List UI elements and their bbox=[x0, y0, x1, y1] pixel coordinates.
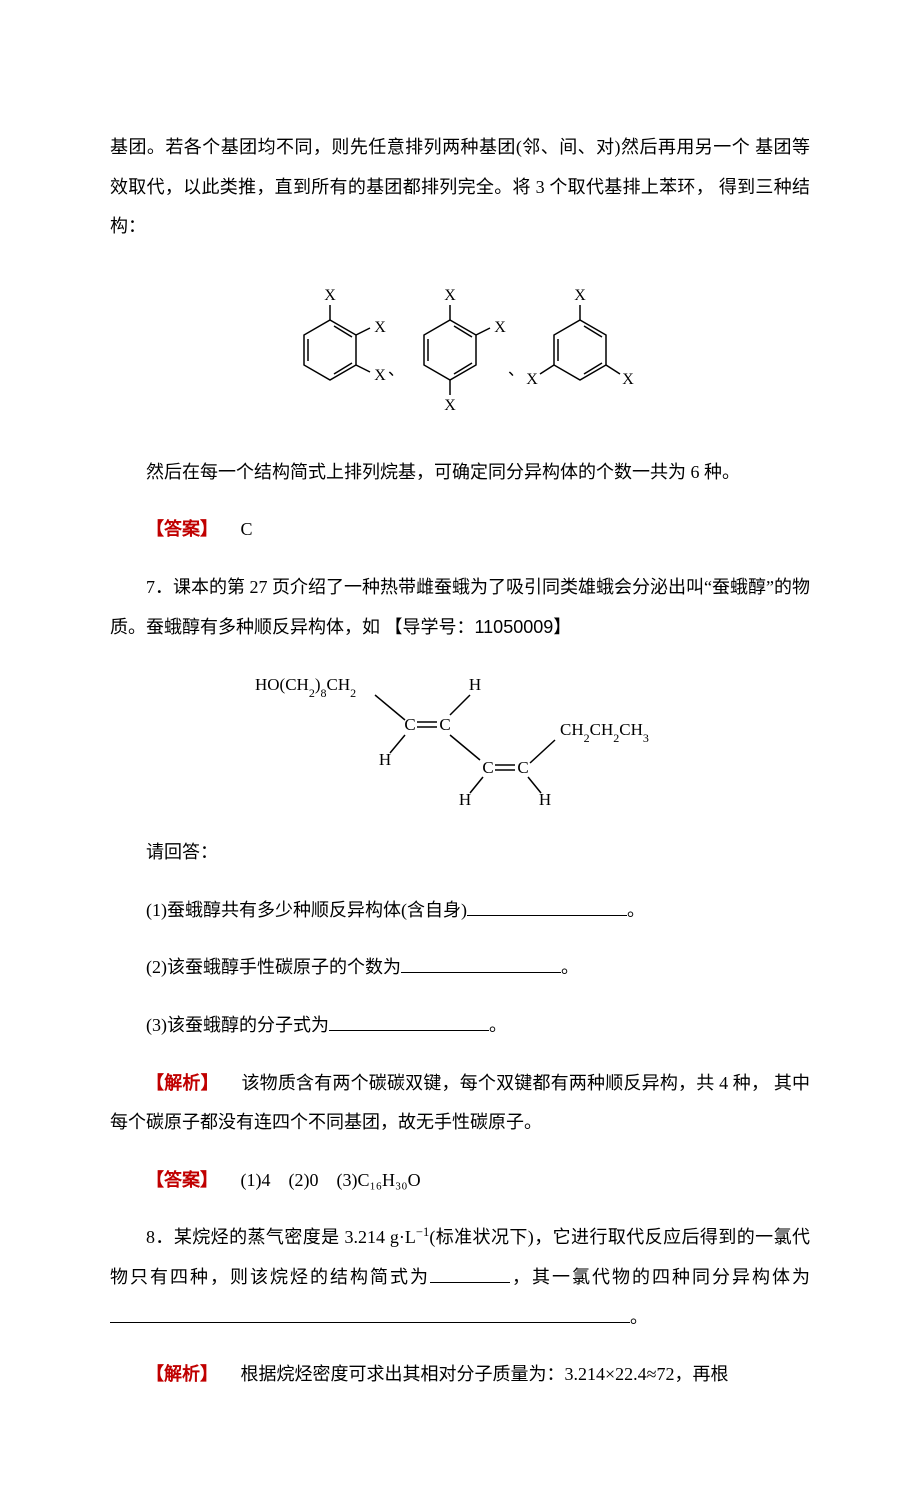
q7-sub3: (3)该蚕蛾醇的分子式为 。 bbox=[110, 1006, 810, 1046]
svg-text:C: C bbox=[482, 758, 493, 777]
svg-text:HO(CH2)8CH2: HO(CH2)8CH2 bbox=[255, 675, 356, 700]
q7-analysis: 【解析】 该物质含有两个碳碳双键，每个双键都有两种顺反异构，共 4 种， 其中每… bbox=[110, 1064, 810, 1143]
q7-number: 7． bbox=[146, 577, 173, 597]
q8-stem-sup: −1 bbox=[416, 1225, 429, 1239]
svg-text:C: C bbox=[439, 715, 450, 734]
svg-text:X: X bbox=[374, 319, 386, 336]
q7-stem-1: 课本的第 27 页介绍了一种热带雌蚕蛾为了吸引同类雄蛾会分泌出叫“蚕 bbox=[173, 577, 730, 597]
q7-sub3-suffix: 。 bbox=[489, 1015, 507, 1035]
q8-stem: 8．某烷烃的蒸气密度是 3.214 g·L−1(标准状况下)，它进行取代反应后得… bbox=[110, 1218, 810, 1337]
q6-benzene-diagram: X X X 、 X bbox=[110, 265, 810, 435]
svg-text:X: X bbox=[444, 287, 456, 304]
svg-text:C: C bbox=[404, 715, 415, 734]
q7-sub2-prefix: (2)该蚕蛾醇手性碳原子的个数为 bbox=[146, 957, 401, 977]
svg-text:X: X bbox=[324, 287, 336, 304]
svg-text:X: X bbox=[444, 397, 456, 414]
q8-stem-1a: 某烷烃的蒸气密度是 3.214 g·L bbox=[174, 1227, 416, 1247]
q8-stem-1b: (标准状况下)，它进行取代反应后得到 bbox=[429, 1227, 736, 1247]
svg-text:H: H bbox=[379, 750, 391, 769]
q6-continuation-paragraph: 基团。若各个基团均不同，则先任意排列两种基团(邻、间、对)然后再用另一个 基团等… bbox=[110, 128, 810, 247]
document-page: 基团。若各个基团均不同，则先任意排列两种基团(邻、间、对)然后再用另一个 基团等… bbox=[0, 0, 920, 1493]
q7-guide-tag: 【导学号：11050009】 bbox=[385, 617, 572, 637]
q7-answer-line: 【答案】 (1)4 (2)0 (3)C₁₆H₃₀O bbox=[110, 1161, 810, 1201]
q7-sub3-blank bbox=[329, 1012, 489, 1031]
q7-sub3-prefix: (3)该蚕蛾醇的分子式为 bbox=[146, 1015, 329, 1035]
diene-structure-svg: HO(CH2)8CH2 H C C H C C bbox=[245, 665, 675, 815]
q6-answer-line: 【答案】 C bbox=[110, 510, 810, 550]
q8-analysis: 【解析】 根据烷烃密度可求出其相对分子质量为：3.214×22.4≈72，再根 bbox=[110, 1355, 810, 1395]
q7-sub1-suffix: 。 bbox=[627, 900, 645, 920]
q7-prompt: 请回答： bbox=[110, 833, 810, 873]
analysis-label: 【解析】 bbox=[146, 1073, 219, 1093]
q6-after-diagram-text: 然后在每一个结构简式上排列烷基，可确定同分异构体的个数一共为 6 种。 bbox=[110, 453, 810, 493]
q7-diene-diagram: HO(CH2)8CH2 H C C H C C bbox=[110, 665, 810, 815]
svg-text:X: X bbox=[574, 287, 586, 304]
q8-blank2 bbox=[110, 1304, 630, 1323]
answer-label: 【答案】 bbox=[146, 519, 218, 539]
q7-sub2-suffix: 。 bbox=[561, 957, 579, 977]
q8-stem-3a: 异构体为 bbox=[732, 1267, 810, 1287]
benzene-structures-svg: X X X 、 X bbox=[280, 265, 640, 435]
q7-sub2-blank bbox=[401, 954, 561, 973]
svg-text:、: 、 bbox=[508, 362, 524, 379]
q8-stem-3b: 。 bbox=[630, 1307, 648, 1327]
svg-text:X: X bbox=[622, 371, 634, 388]
svg-text:H: H bbox=[469, 675, 481, 694]
q8-stem-2b: ，其一氯代物的四种同分 bbox=[510, 1267, 732, 1287]
svg-text:X: X bbox=[494, 319, 506, 336]
q6-answer-value: C bbox=[241, 519, 253, 539]
q7-sub2: (2)该蚕蛾醇手性碳原子的个数为 。 bbox=[110, 948, 810, 988]
svg-text:X: X bbox=[374, 367, 386, 384]
analysis-label-2: 【解析】 bbox=[146, 1364, 218, 1384]
svg-text:X: X bbox=[526, 371, 538, 388]
svg-text:H: H bbox=[459, 790, 471, 809]
svg-text:CH2CH2CH3: CH2CH2CH3 bbox=[560, 720, 649, 745]
svg-text:C: C bbox=[517, 758, 528, 777]
q7-analysis-1: 该物质含有两个碳碳双键，每个双键都有两种顺反异构，共 4 种， bbox=[241, 1073, 769, 1093]
q6-after-text-span: 然后在每一个结构简式上排列烷基，可确定同分异构体的个数一共为 6 种。 bbox=[146, 462, 740, 482]
q7-sub1-blank bbox=[467, 897, 627, 916]
q7-stem: 7．课本的第 27 页介绍了一种热带雌蚕蛾为了吸引同类雄蛾会分泌出叫“蚕蛾醇”的… bbox=[110, 568, 810, 647]
answer-label-2: 【答案】 bbox=[146, 1170, 218, 1190]
q7-sub1: (1)蚕蛾醇共有多少种顺反异构体(含自身) 。 bbox=[110, 891, 810, 931]
q8-number: 8． bbox=[146, 1227, 174, 1247]
q7-prompt-text: 请回答： bbox=[146, 842, 218, 862]
q8-analysis-text: 根据烷烃密度可求出其相对分子质量为：3.214×22.4≈72，再根 bbox=[241, 1364, 729, 1384]
svg-text:、: 、 bbox=[388, 362, 404, 379]
q6-cont-line1: 基团。若各个基团均不同，则先任意排列两种基团(邻、间、对)然后再用另一个 bbox=[110, 137, 750, 157]
q7-answer-text: (1)4 (2)0 (3)C₁₆H₃₀O bbox=[241, 1170, 421, 1190]
q8-blank1 bbox=[430, 1264, 510, 1283]
q7-sub1-prefix: (1)蚕蛾醇共有多少种顺反异构体(含自身) bbox=[146, 900, 467, 920]
